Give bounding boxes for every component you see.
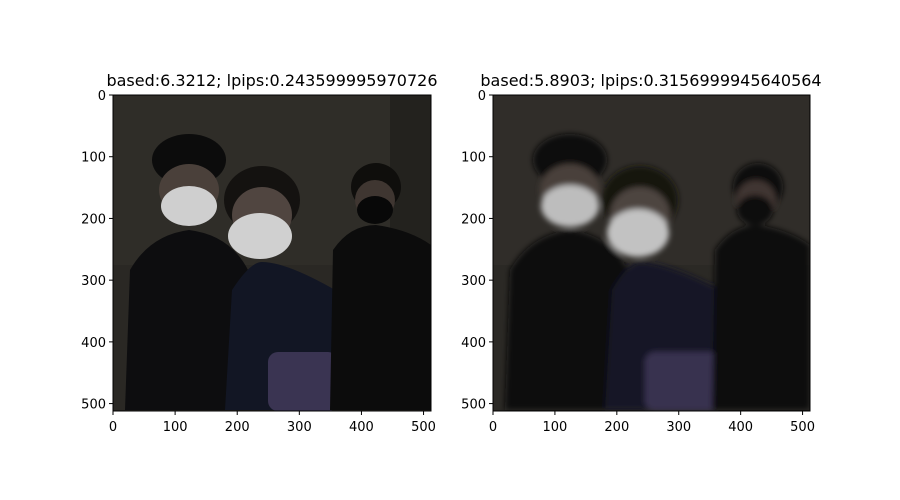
right-y-tick-label: 100 [461,151,486,166]
left-x-tick-label: 0 [109,420,117,435]
left-person1-body [125,230,250,410]
left-x-tick-label: 300 [287,420,312,435]
left-person3-mask [357,196,393,224]
right-y-tick-label: 0 [478,89,486,104]
left-person3-body [330,225,431,410]
right-panel-title: based:5.8903; lpips:0.3156999945640564 [480,71,821,90]
left-axes-frame [112,94,432,412]
left-person2-mask [228,213,292,259]
right-y-tick-label: 500 [461,398,486,413]
left-y-tick-label: 0 [98,89,106,104]
left-x-tick-label: 500 [411,420,436,435]
right-y-tick-label: 300 [461,274,486,289]
right-person1-mask [541,185,599,227]
right-x-tick-label: 100 [543,420,568,435]
right-y-tick-label: 400 [461,336,486,351]
right-person2-mask [607,209,669,257]
right-x-tick-label: 400 [728,420,753,435]
left-y-tick-label: 400 [81,336,106,351]
left-person2-cloth [268,352,338,411]
right-x-tick-label: 200 [604,420,629,435]
right-panel: based:5.8903; lpips:0.3156999945640564 [461,71,821,435]
left-person1-mask [161,186,217,226]
left-y-tick-label: 100 [81,151,106,166]
left-y-tick-label: 500 [81,398,106,413]
left-x-tick-label: 200 [225,420,250,435]
right-y-tick-label: 200 [461,212,486,227]
left-x-tick-label: 400 [349,420,374,435]
right-person1-body [505,230,630,410]
right-x-tick-label: 0 [489,420,497,435]
right-panel-image [493,95,810,411]
right-person3-body [712,225,810,410]
left-x-tick-label: 100 [163,420,188,435]
left-panel-title: based:6.3212; lpips:0.243599995970726 [106,71,437,90]
right-image-content [505,134,810,411]
left-panel: based:6.3212; lpips:0.243599995970726 0 1… [81,71,437,435]
right-axes-frame [492,94,811,412]
left-y-tick-label: 300 [81,274,106,289]
right-person3-mask [737,195,773,225]
right-x-tick-label: 500 [790,420,815,435]
left-y-tick-label: 200 [81,212,106,227]
right-person2-cloth [645,352,720,411]
right-x-tick-label: 300 [666,420,691,435]
left-panel-image [113,95,431,411]
